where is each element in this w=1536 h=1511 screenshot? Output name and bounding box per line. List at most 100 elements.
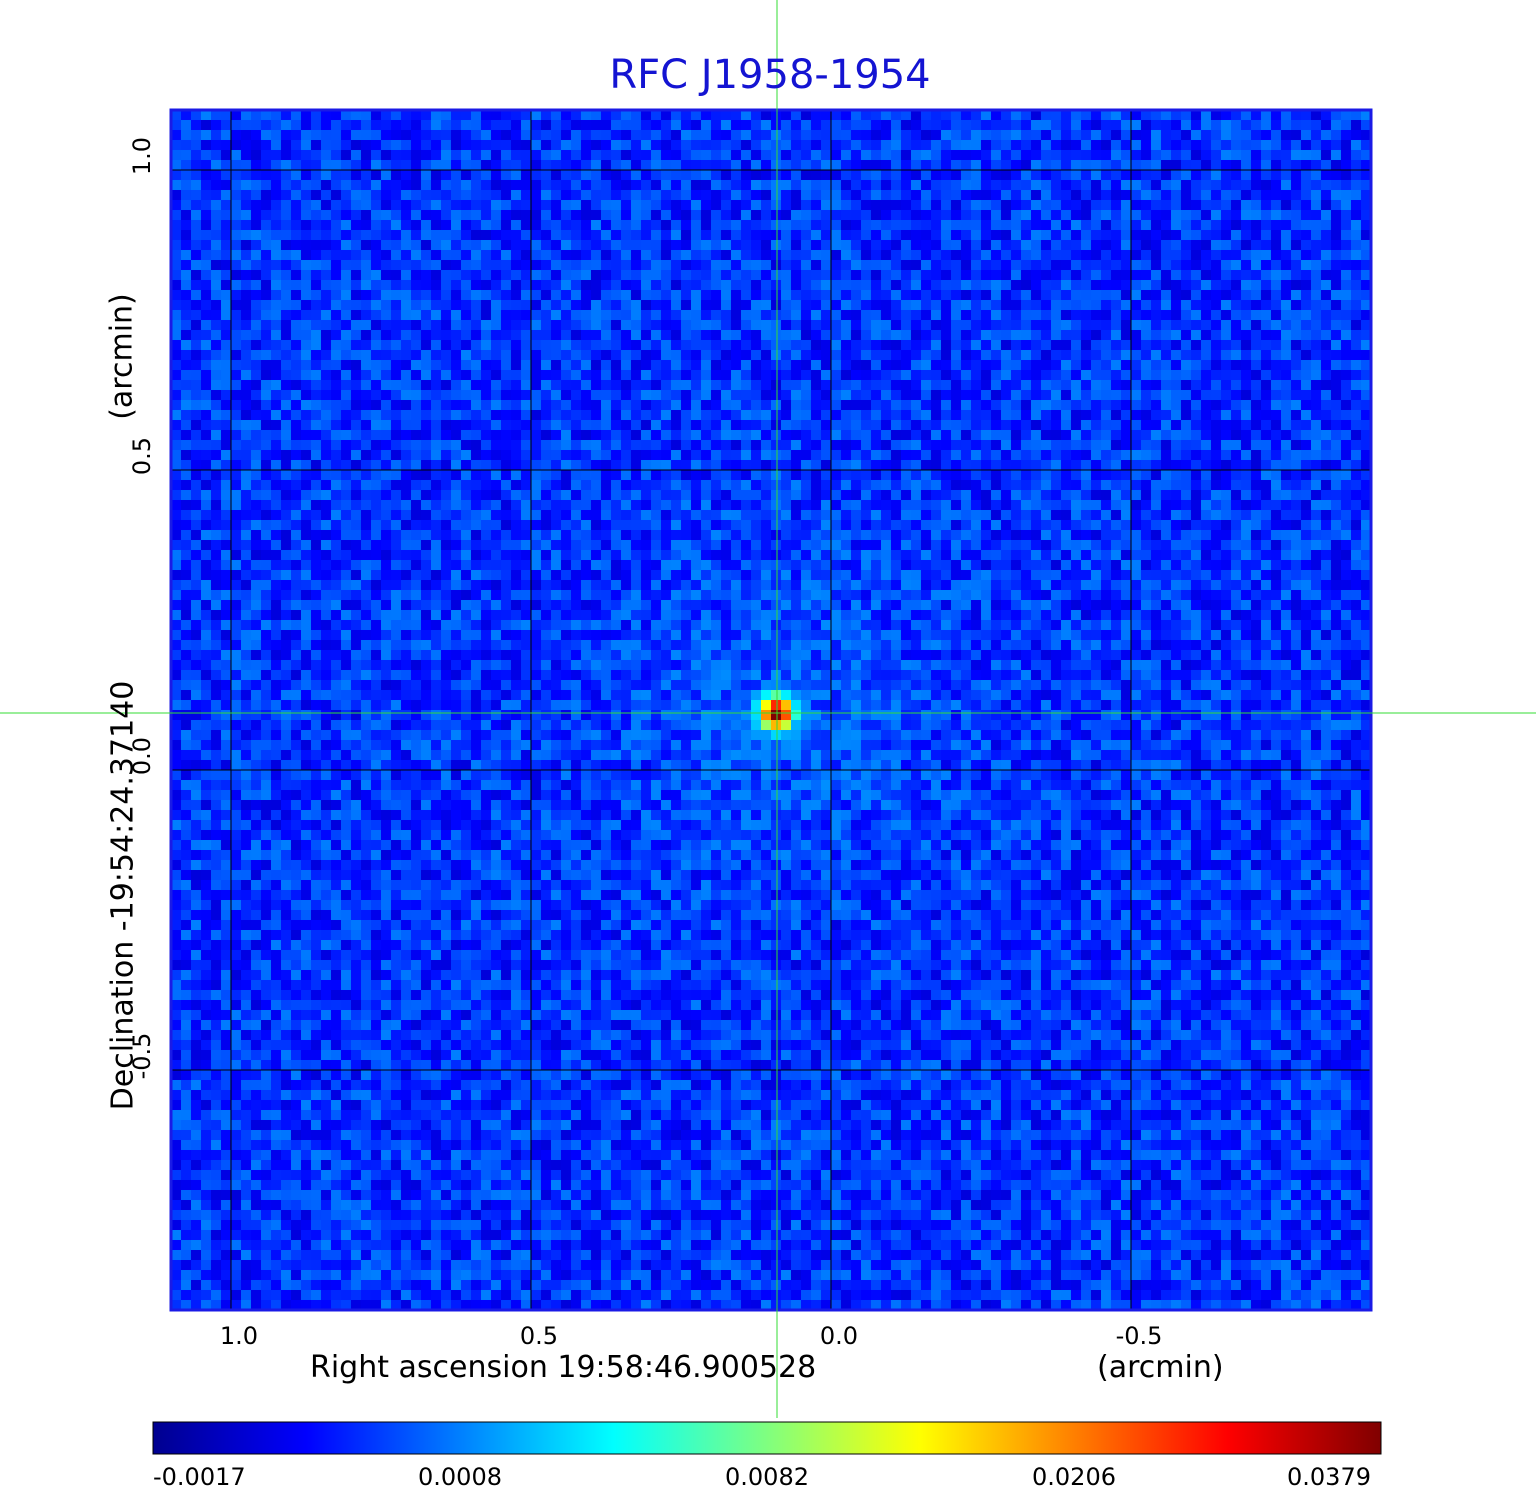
heatmap-cell [641,510,652,521]
heatmap-cell [661,300,672,311]
heatmap-cell [871,470,882,481]
heatmap-cell [431,340,442,351]
heatmap-cell [901,190,912,201]
heatmap-cell [1061,490,1072,501]
heatmap-cell [301,500,312,511]
heatmap-cell [841,420,852,431]
heatmap-cell [1271,490,1282,501]
heatmap-cell [401,390,412,401]
heatmap-cell [1211,280,1222,291]
heatmap-cell [1251,170,1262,181]
heatmap-cell [1101,170,1112,181]
heatmap-cell [1071,280,1082,291]
heatmap-cell [1241,350,1252,361]
heatmap-cell [911,260,922,271]
heatmap-cell [1041,490,1052,501]
heatmap-cell [931,120,942,131]
heatmap-cell [1251,480,1262,491]
heatmap-cell [391,490,402,501]
heatmap-cell [381,220,392,231]
heatmap-cell [521,250,532,261]
heatmap-cell [1091,250,1102,261]
heatmap-cell [751,480,762,491]
heatmap-cell [561,390,572,401]
heatmap-cell [1141,430,1152,441]
heatmap-cell [291,310,302,321]
heatmap-cell [1311,430,1322,441]
heatmap-cell [341,360,352,371]
heatmap-cell [561,510,572,521]
heatmap-cell [901,310,912,321]
heatmap-cell [1331,200,1342,211]
heatmap-cell [731,290,742,301]
heatmap-cell [461,200,472,211]
heatmap-cell [1171,410,1182,421]
heatmap-cell [1311,420,1322,431]
heatmap-cell [431,180,442,191]
heatmap-cell [681,420,692,431]
heatmap-cell [1211,360,1222,371]
heatmap-cell [1141,220,1152,231]
heatmap-cell [431,110,442,121]
heatmap-cell [361,430,372,441]
heatmap-cell [511,480,522,491]
heatmap-cell [191,120,202,131]
heatmap-cell [1311,290,1322,301]
heatmap-cell [1291,170,1302,181]
heatmap-cell [1001,290,1012,301]
heatmap-cell [1111,190,1122,201]
heatmap-cell [721,360,732,371]
heatmap-cell [281,300,292,311]
heatmap-cell [261,190,272,201]
heatmap-cell [1321,440,1332,451]
heatmap-cell [1141,470,1152,481]
heatmap-cell [321,300,332,311]
heatmap-cell [881,280,892,291]
heatmap-cell [411,410,422,421]
heatmap-cell [851,380,862,391]
heatmap-cell [731,300,742,311]
heatmap-cell [1041,140,1052,151]
heatmap-cell [991,310,1002,321]
heatmap-cell [231,490,242,501]
heatmap-cell [631,190,642,201]
heatmap-cell [741,270,752,281]
heatmap-cell [1321,160,1332,171]
heatmap-cell [1101,270,1112,281]
heatmap-cell [651,490,662,501]
heatmap-cell [1141,390,1152,401]
heatmap-cell [651,360,662,371]
heatmap-cell [1001,340,1012,351]
heatmap-cell [881,310,892,321]
heatmap-cell [1101,370,1112,381]
heatmap-cell [491,350,502,361]
heatmap-cell [941,210,952,221]
heatmap-cell [401,480,412,491]
heatmap-cell [651,270,662,281]
heatmap-cell [1261,350,1272,361]
heatmap-cell [631,170,642,181]
heatmap-cell [1211,210,1222,221]
heatmap-cell [861,430,872,441]
heatmap-cell [591,350,602,361]
heatmap-cell [1151,210,1162,221]
heatmap-cell [911,310,922,321]
heatmap-cell [461,210,472,221]
heatmap-cell [1331,490,1342,501]
heatmap-cell [561,250,572,261]
heatmap-cell [691,250,702,261]
heatmap-cell [751,340,762,351]
heatmap-cell [1361,490,1371,501]
heatmap-cell [611,220,622,231]
heatmap-cell [951,420,962,431]
heatmap-cell [1071,210,1082,221]
heatmap-cell [501,370,512,381]
heatmap-cell [1351,240,1362,251]
heatmap-cell [1131,380,1142,391]
heatmap-cell [951,220,962,231]
heatmap-cell [1251,400,1262,411]
heatmap-cell [961,450,972,461]
heatmap-cell [1341,360,1352,371]
heatmap-cell [331,250,342,261]
heatmap-cell [461,360,472,371]
